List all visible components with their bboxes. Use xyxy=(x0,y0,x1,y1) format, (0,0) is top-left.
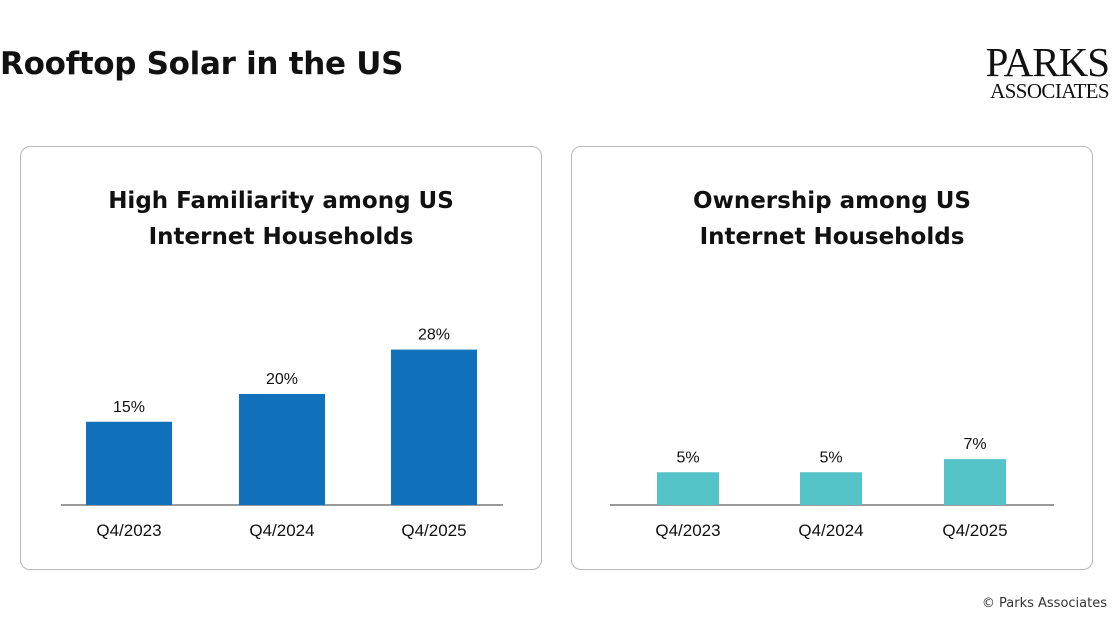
ownership-title-line-2: Internet Households xyxy=(699,224,965,250)
familiarity-title-line-2: Internet Households xyxy=(148,224,414,250)
ownership-data-label-2: 5% xyxy=(819,449,842,466)
logo-line-2: ASSOCIATES xyxy=(990,79,1109,103)
familiarity-bar-3 xyxy=(391,349,477,505)
familiarity-data-label-1: 15% xyxy=(113,399,145,416)
familiarity-title-line-1: High Familiarity among US xyxy=(108,188,454,214)
ownership-data-label-3: 7% xyxy=(963,436,986,453)
ownership-bar-1 xyxy=(657,472,719,505)
familiarity-bar-chart: 15% Q4/2023 20% Q4/2024 28% Q4/2025 xyxy=(61,327,503,540)
ownership-category-label-1: Q4/2023 xyxy=(655,521,720,540)
familiarity-data-label-2: 20% xyxy=(266,371,298,388)
parks-associates-logo: PARKS ASSOCIATES xyxy=(985,39,1110,103)
familiarity-bar-2 xyxy=(239,394,325,505)
familiarity-data-label-3: 28% xyxy=(418,327,450,344)
familiarity-bar-1 xyxy=(86,421,172,505)
familiarity-chart-panel: High Familiarity among US Internet House… xyxy=(20,146,542,570)
familiarity-category-label-1: Q4/2023 xyxy=(96,521,161,540)
ownership-title-line-1: Ownership among US xyxy=(693,188,971,214)
familiarity-category-label-2: Q4/2024 xyxy=(249,521,314,540)
ownership-chart-panel: Ownership among US Internet Households 5… xyxy=(571,146,1093,570)
ownership-category-label-2: Q4/2024 xyxy=(798,521,863,540)
ownership-chart-title: Ownership among US Internet Households xyxy=(572,183,1092,255)
ownership-bar-3 xyxy=(944,459,1006,505)
page-title: Rooftop Solar in the US xyxy=(0,46,404,82)
logo-line-1: PARKS xyxy=(985,39,1110,85)
ownership-data-label-1: 5% xyxy=(676,449,699,466)
familiarity-chart-title: High Familiarity among US Internet House… xyxy=(21,183,541,255)
copyright-notice: © Parks Associates xyxy=(981,596,1107,611)
ownership-category-label-3: Q4/2025 xyxy=(942,521,1007,540)
ownership-bar-chart: 5% Q4/2023 5% Q4/2024 7% Q4/2025 xyxy=(610,436,1054,540)
ownership-bar-2 xyxy=(800,472,862,505)
familiarity-category-label-3: Q4/2025 xyxy=(401,521,466,540)
